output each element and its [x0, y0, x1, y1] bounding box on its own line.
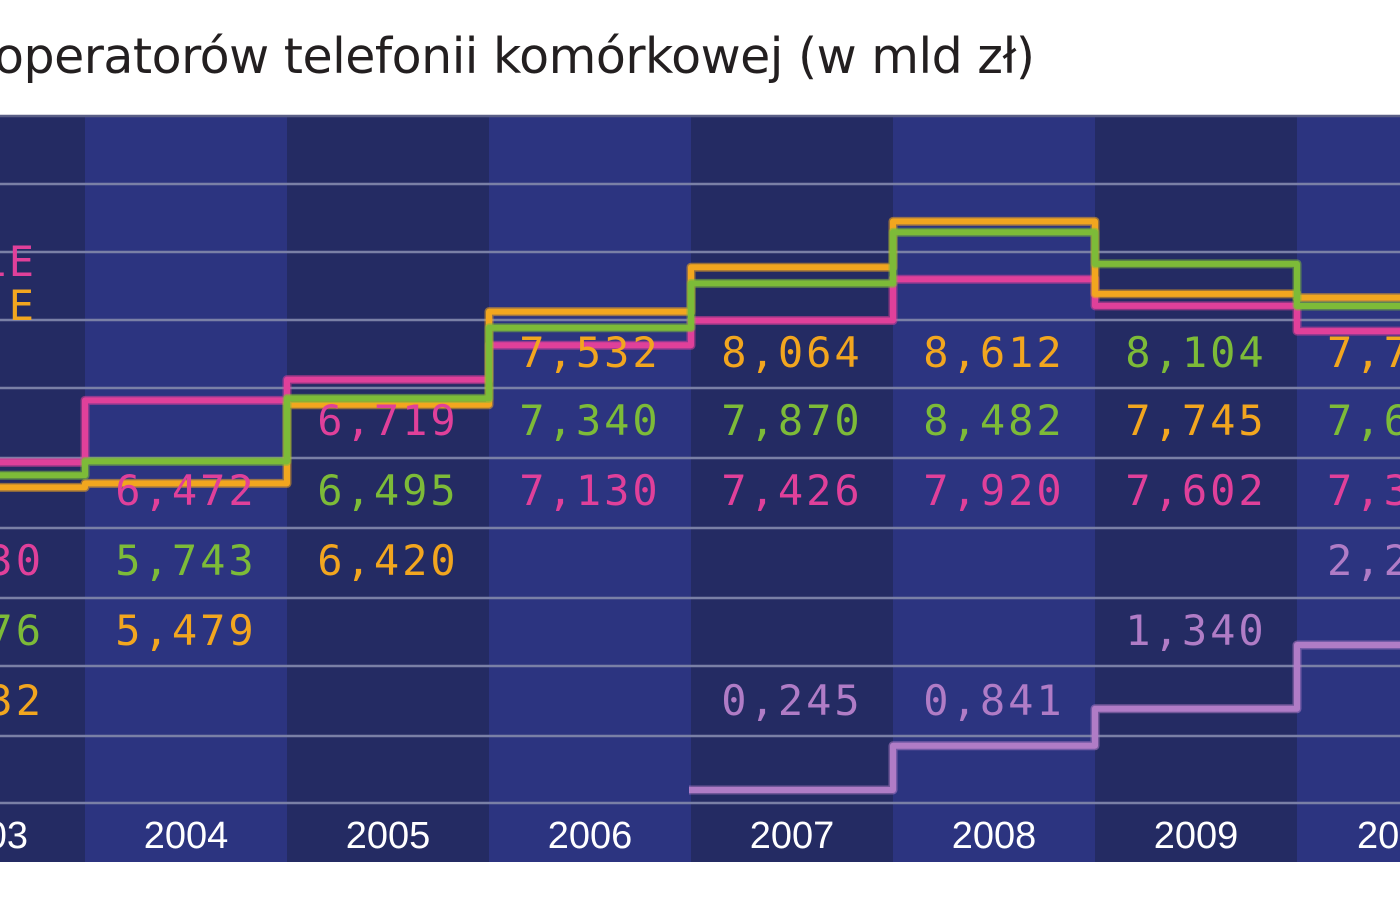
value-label: 6,719 [317, 396, 458, 445]
value-label: 7,920 [923, 466, 1064, 515]
value-label: 7,426 [721, 466, 862, 515]
year-label: 2009 [1154, 815, 1239, 857]
column-band [287, 116, 489, 862]
year-label: 2004 [144, 815, 229, 857]
value-label: 7,7 [1327, 328, 1400, 377]
series-line-green [0, 229, 1400, 479]
series-line-pink [0, 276, 1400, 466]
value-label: 8,064 [721, 328, 862, 377]
column-bands [0, 116, 1400, 862]
value-label: 7,340 [519, 396, 660, 445]
value-label: 0,841 [923, 676, 1064, 725]
value-label: 5,743 [115, 536, 256, 585]
value-label: 7,745 [1125, 396, 1266, 445]
value-label: 6,495 [317, 466, 458, 515]
value-label: 7,602 [1125, 466, 1266, 515]
value-label: 7,870 [721, 396, 862, 445]
value-label: 6,472 [115, 466, 256, 515]
legend-label: LE [0, 237, 37, 286]
value-label: 8,612 [923, 328, 1064, 377]
column-band [893, 116, 1095, 862]
column-band [489, 116, 691, 862]
value-label: 1,340 [1125, 606, 1266, 655]
value-label: 30 [0, 536, 44, 585]
column-band [1095, 116, 1297, 862]
value-label: 7,532 [519, 328, 660, 377]
value-labels: 30 76 32 6,472 5,743 5,479 6,719 6,495 6,420 7,53… [0, 328, 1400, 725]
column-band [691, 116, 893, 862]
value-label: 2,2 [1327, 536, 1400, 585]
value-label: 7,6 [1327, 396, 1400, 445]
year-label: 2007 [750, 815, 835, 857]
legend-label: E [9, 281, 37, 330]
chart-title: operatorów telefonii komórkowej (w mld z… [0, 28, 1035, 85]
year-label: 20 [1357, 815, 1399, 857]
value-label: 6,420 [317, 536, 458, 585]
column-band [1297, 116, 1400, 862]
step-lines [0, 216, 1400, 795]
value-label: 7,3 [1327, 466, 1400, 515]
value-label: 32 [0, 676, 44, 725]
year-label: 2006 [548, 815, 633, 857]
value-label: 8,104 [1125, 328, 1266, 377]
year-label: 2008 [952, 815, 1037, 857]
value-label: 5,479 [115, 606, 256, 655]
year-label: 03 [0, 815, 28, 857]
value-label: 7,130 [519, 466, 660, 515]
x-axis-labels: 03 2004 2005 2006 2007 2008 2009 20 [0, 815, 1399, 857]
value-label: 8,482 [923, 396, 1064, 445]
year-label: 2005 [346, 815, 431, 857]
column-band [85, 116, 287, 862]
value-label: 0,245 [721, 676, 862, 725]
legend: LEE [0, 237, 37, 330]
series-line-purple [689, 642, 1400, 793]
value-label: 76 [0, 606, 44, 655]
